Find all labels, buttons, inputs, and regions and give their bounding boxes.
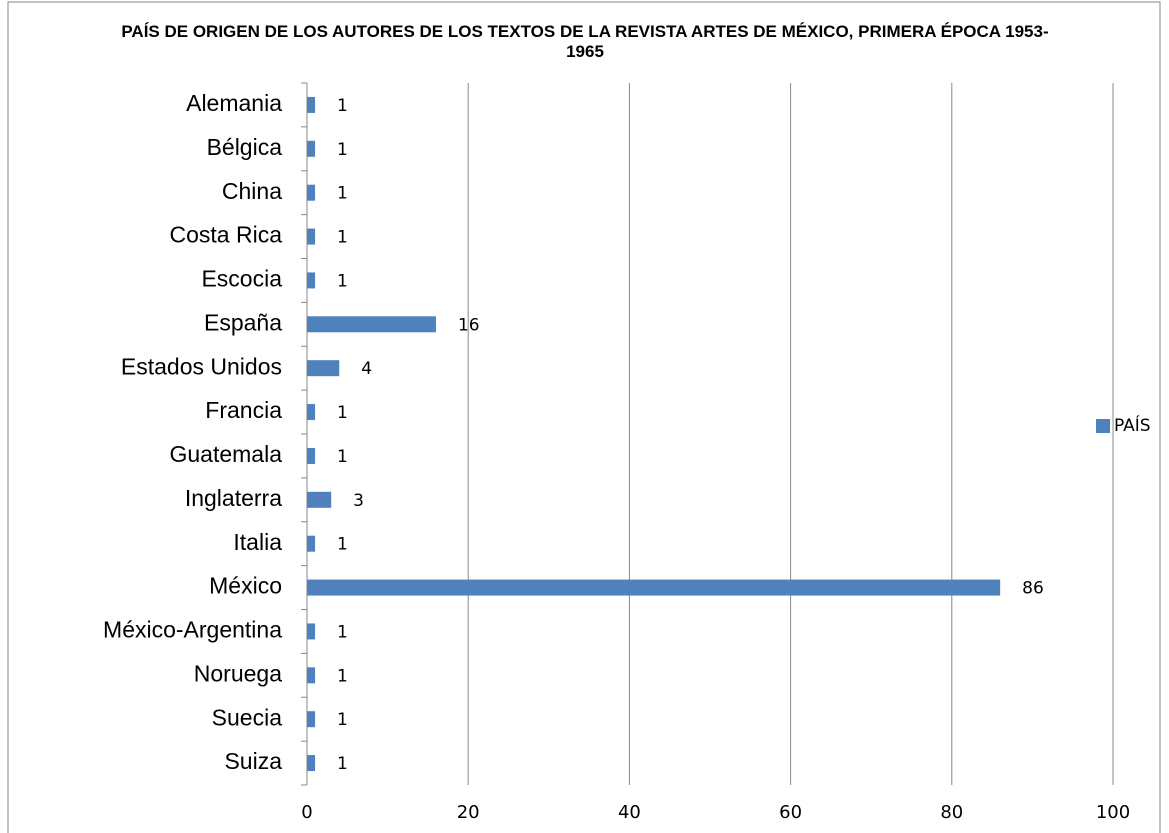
bar xyxy=(307,140,316,157)
data-label: 1 xyxy=(337,140,348,160)
data-label: 1 xyxy=(337,622,348,642)
y-tick-label: Suecia xyxy=(212,704,283,730)
y-tick-label: Costa Rica xyxy=(170,222,283,248)
x-tick-label: 20 xyxy=(457,802,480,823)
y-tick-label: España xyxy=(204,309,282,335)
bar xyxy=(307,755,316,772)
data-label: 1 xyxy=(337,271,348,291)
legend-swatch xyxy=(1096,419,1110,433)
x-tick-label: 0 xyxy=(301,802,312,823)
chart-frame xyxy=(7,1,1161,833)
y-tick-label: Francia xyxy=(205,397,282,423)
bar xyxy=(307,711,316,728)
y-tick-label: Alemania xyxy=(186,90,282,116)
y-tick-label: Italia xyxy=(233,529,282,555)
data-label: 1 xyxy=(337,754,348,774)
x-tick-label: 60 xyxy=(779,802,802,823)
data-label: 1 xyxy=(337,96,348,116)
x-tick-label: 80 xyxy=(940,802,963,823)
data-label: 86 xyxy=(1022,579,1044,599)
legend-label: PAÍS xyxy=(1114,414,1151,436)
data-label: 1 xyxy=(337,447,348,467)
y-tick-label: China xyxy=(222,178,282,204)
bar xyxy=(307,228,316,245)
data-label: 1 xyxy=(337,535,348,555)
bar xyxy=(307,272,316,289)
y-tick-label: Guatemala xyxy=(169,441,282,467)
bar xyxy=(307,623,316,640)
bar xyxy=(307,667,316,684)
bar xyxy=(307,404,316,421)
data-label: 3 xyxy=(353,491,364,511)
y-tick-label: Escocia xyxy=(201,266,282,292)
bar xyxy=(307,447,316,464)
bar xyxy=(307,535,316,552)
y-tick-label: Bélgica xyxy=(207,134,283,160)
bar xyxy=(307,316,436,333)
bar xyxy=(307,360,340,377)
x-tick-label: 100 xyxy=(1096,802,1130,823)
x-tick-label: 40 xyxy=(618,802,641,823)
y-tick-label: Estados Unidos xyxy=(121,353,282,379)
data-label: 1 xyxy=(337,184,348,204)
data-label: 1 xyxy=(337,403,348,423)
bar xyxy=(307,96,316,113)
data-label: 1 xyxy=(337,666,348,686)
y-tick-label: Suiza xyxy=(224,748,282,774)
y-tick-label: Noruega xyxy=(194,660,282,686)
bar xyxy=(307,184,316,201)
y-tick-label: México-Argentina xyxy=(103,617,282,643)
bar xyxy=(307,579,1001,596)
data-label: 4 xyxy=(361,359,372,379)
y-tick-label: Inglaterra xyxy=(185,485,282,511)
data-label: 1 xyxy=(337,710,348,730)
chart-title: PAÍS DE ORIGEN DE LOS AUTORES DE LOS TEX… xyxy=(121,22,1049,61)
y-tick-label: México xyxy=(209,573,282,599)
data-label: 1 xyxy=(337,228,348,248)
bar xyxy=(307,491,332,508)
data-label: 16 xyxy=(458,315,480,335)
